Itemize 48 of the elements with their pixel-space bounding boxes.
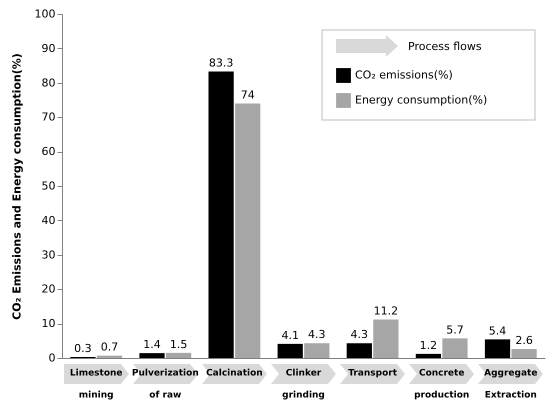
bar [416, 354, 442, 358]
data-label: 4.1 [281, 328, 299, 342]
legend-label: CO₂ emissions(%) [355, 68, 453, 82]
data-label: 11.2 [374, 304, 398, 318]
data-label: 1.4 [143, 338, 161, 352]
y-tick-label: 100 [34, 8, 56, 20]
bar [139, 353, 165, 358]
category-label: Clinker grinding [282, 368, 325, 400]
x-tick-label: Transport [348, 368, 398, 378]
annotation: Process flows [408, 40, 482, 53]
x-tick-label: Calcination [206, 368, 263, 378]
bar [235, 103, 260, 358]
data-label: 4.3 [350, 328, 368, 342]
y-tick-label: 70 [42, 110, 56, 124]
y-tick-label: 20 [42, 282, 56, 296]
bar [484, 339, 510, 358]
y-tick-label: 50 [42, 180, 56, 192]
data-label: 5.4 [488, 324, 506, 338]
bar [373, 319, 399, 358]
data-label: 5.7 [446, 323, 464, 336]
bar [208, 71, 234, 358]
data-label: 74 [240, 88, 255, 102]
bar [166, 352, 192, 358]
bar [304, 343, 330, 358]
data-label: 2.6 [515, 334, 533, 348]
y-tick-label: 40 [42, 214, 56, 227]
data-label: 1.5 [170, 338, 188, 351]
data-label: 83.3 [208, 56, 234, 70]
y-tick-label: 30 [42, 248, 56, 262]
bar [511, 349, 537, 358]
category-label: Pulverization of raw [132, 368, 199, 400]
y-tick-label: 60 [42, 145, 56, 158]
y-axis-title: CO₂ Emissions and Energy consumption(%) [10, 53, 24, 320]
y-tick-label: 10 [42, 317, 56, 330]
data-label: 0.3 [74, 342, 92, 355]
data-label: 1.2 [420, 338, 438, 352]
legend-label: Energy consumption(%) [355, 94, 488, 106]
bar [346, 343, 372, 358]
data-label: 0.7 [100, 340, 118, 354]
y-tick-label: 80 [42, 76, 56, 90]
category-label: Limestone mining [70, 368, 123, 400]
y-tick-label: 90 [42, 42, 56, 55]
data-label: 4.3 [308, 328, 326, 342]
bar [278, 344, 303, 358]
category-label: Concrete production [414, 368, 470, 400]
category-label: Aggregate Extraction [484, 368, 538, 400]
bar [442, 338, 468, 358]
y-tick-label: 0 [48, 352, 56, 364]
